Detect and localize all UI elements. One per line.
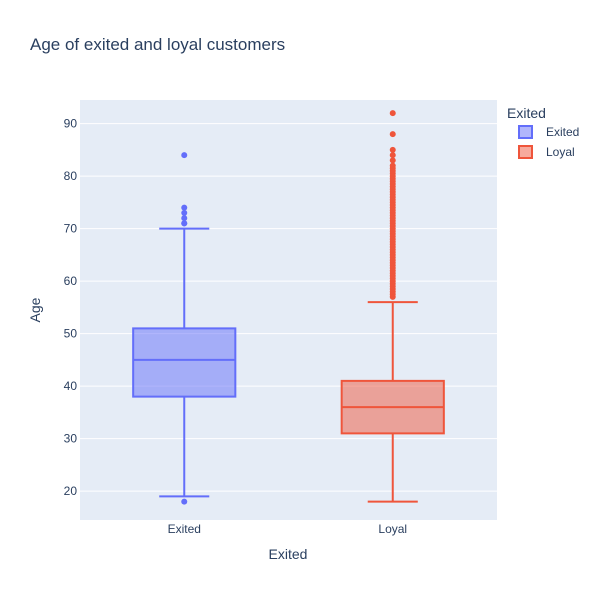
outlier-point <box>181 220 188 227</box>
y-tick-label: 20 <box>64 484 78 498</box>
y-axis-title: Age <box>27 297 43 322</box>
x-tick-label: Exited <box>168 522 201 536</box>
outlier-point <box>389 157 396 164</box>
outlier-point <box>389 110 396 117</box>
y-tick-label: 90 <box>64 117 78 131</box>
iqr-box <box>132 327 237 398</box>
x-tick-label: Loyal <box>378 522 407 536</box>
y-tick-label: 60 <box>64 274 78 288</box>
y-tick-label: 50 <box>64 327 78 341</box>
outlier-point <box>181 152 188 159</box>
y-tick-label: 70 <box>64 222 78 236</box>
outlier-point <box>181 215 188 222</box>
y-tick-label: 80 <box>64 169 78 183</box>
y-tick-label: 40 <box>64 379 78 393</box>
outlier-point <box>389 146 396 153</box>
chart-title: Age of exited and loyal customers <box>30 35 285 54</box>
plot-area <box>80 100 497 520</box>
outlier-point <box>181 209 188 216</box>
legend-swatch <box>518 125 533 139</box>
y-tick-label: 30 <box>64 432 78 446</box>
outlier-point <box>181 204 188 211</box>
y-axis-ticks: 20 30 40 50 60 70 80 90 <box>64 117 78 499</box>
legend: Exited Exited Loyal <box>507 105 579 159</box>
legend-label: Exited <box>546 125 579 139</box>
legend-swatch <box>518 145 533 159</box>
outlier-point <box>389 162 396 169</box>
outlier-point <box>389 152 396 159</box>
outlier-point <box>181 498 188 505</box>
x-axis-title: Exited <box>269 546 308 562</box>
x-axis-ticks: Exited Loyal <box>168 522 408 536</box>
box-exited <box>132 152 237 505</box>
legend-title: Exited <box>507 105 546 121</box>
outlier-point <box>389 131 396 138</box>
box-series <box>132 110 445 505</box>
legend-label: Loyal <box>546 145 575 159</box>
legend-item-exited: Exited <box>518 125 579 139</box>
legend-item-loyal: Loyal <box>518 145 575 159</box>
box-loyal <box>340 110 445 503</box>
